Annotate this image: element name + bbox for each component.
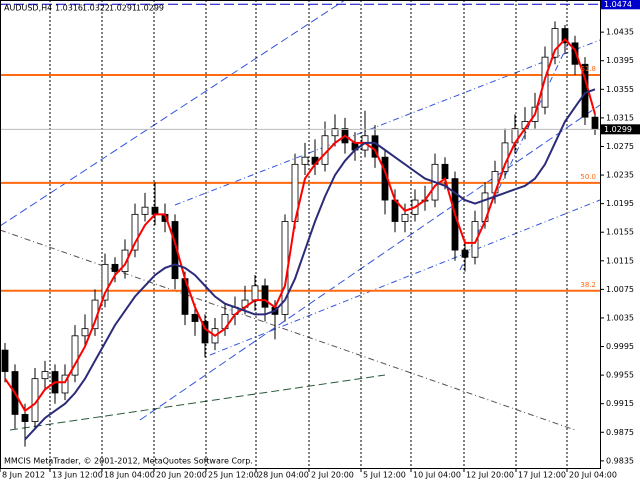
- footer: MMCIS MetaTrader, © 2001-2012, MetaQuote…: [4, 457, 253, 466]
- price-label: 1.0299: [604, 125, 632, 134]
- candle-body: [131, 213, 139, 251]
- y-tick-label: 1.0435: [606, 28, 634, 37]
- y-tick-label: 1.0195: [606, 199, 634, 208]
- candle-body: [401, 213, 409, 222]
- y-tick-label: 1.0115: [606, 256, 634, 265]
- candle-body: [71, 335, 79, 376]
- candle-body: [41, 371, 49, 380]
- candle-body: [441, 163, 449, 180]
- y-tick-label: 0.9995: [606, 342, 634, 351]
- candle-body: [591, 116, 599, 130]
- candle-body: [101, 263, 109, 301]
- candle-body: [251, 285, 259, 301]
- y-tick-label: 0.9915: [606, 399, 634, 408]
- candle-body: [141, 206, 149, 215]
- y-tick-label: 1.0355: [606, 85, 634, 94]
- last-close: 1.0299: [136, 4, 164, 13]
- last-open: 1.0316: [55, 4, 83, 13]
- fib-label: 50.0: [580, 173, 596, 181]
- plot-layer: [0, 0, 600, 468]
- candle-body: [471, 221, 479, 258]
- symbol: AUDUSD,H4: [4, 4, 52, 13]
- candle-body: [1, 349, 9, 372]
- y-tick-label: 1.0315: [606, 113, 634, 122]
- candle-body: [371, 135, 379, 158]
- candle-body: [151, 206, 159, 215]
- channel-line: [0, 0, 346, 227]
- moving-average: [24, 88, 596, 441]
- fib-label: 38.2: [580, 281, 596, 289]
- x-tick-label: 20 Jun 20:00: [156, 471, 207, 480]
- price-label-bg: [601, 124, 640, 135]
- y-tick-label: 1.0395: [606, 56, 634, 65]
- last-low: 1.0291: [109, 4, 137, 13]
- fan-line: [174, 39, 601, 206]
- y-tick-label: 0.9955: [606, 371, 634, 380]
- candle-body: [81, 328, 89, 337]
- candle-body: [121, 249, 129, 272]
- x-tick-label: 17 Jul 12:00: [518, 471, 566, 480]
- moving-average: [4, 37, 596, 413]
- last-high: 1.0322: [82, 4, 110, 13]
- candle-body: [571, 42, 579, 65]
- candle-body: [61, 374, 69, 394]
- alert-label: 1.0474: [604, 0, 632, 9]
- candle-body: [191, 313, 199, 322]
- x-tick-label: 5 Jul 12:00: [363, 471, 406, 480]
- y-tick-label: 0.9835: [606, 456, 634, 465]
- x-tick-label: 18 Jun 04:00: [104, 471, 155, 480]
- x-tick-label: 12 Jul 20:00: [466, 471, 514, 480]
- green-line: [9, 374, 386, 431]
- candle-body: [301, 156, 309, 165]
- candle-body: [551, 28, 559, 58]
- channel-line: [139, 104, 601, 421]
- alert-label-bg: [601, 0, 640, 10]
- plot-border: [0, 0, 601, 469]
- x-tick-label: 2 Jul 20:00: [311, 471, 354, 480]
- y-tick-label: 1.0075: [606, 285, 634, 294]
- y-tick-label: 1.0275: [606, 142, 634, 151]
- y-tick-label: 1.0035: [606, 313, 634, 322]
- y-tick-label: 1.0155: [606, 228, 634, 237]
- candle-body: [201, 321, 209, 344]
- x-tick-label: 10 Jul 04:00: [413, 471, 461, 480]
- gray-line: [0, 229, 576, 431]
- candle-body: [331, 128, 339, 137]
- fib-label: 61.8: [580, 65, 596, 73]
- candle-body: [461, 249, 469, 258]
- candle-body: [111, 263, 119, 272]
- x-tick-label: 8 Jun 2012: [2, 471, 45, 480]
- x-tick-label: 20 Jul 04:00: [569, 471, 617, 480]
- x-tick-label: 25 Jun 12:00: [208, 471, 259, 480]
- candle-body: [21, 414, 29, 422]
- y-tick-label: 1.0235: [606, 171, 634, 180]
- y-tick-label: 0.9875: [606, 428, 634, 437]
- candle-body: [561, 28, 569, 44]
- x-tick-label: 28 Jun 04:00: [258, 471, 309, 480]
- candle-body: [261, 285, 269, 308]
- x-tick-label: 13 Jun 12:00: [52, 471, 103, 480]
